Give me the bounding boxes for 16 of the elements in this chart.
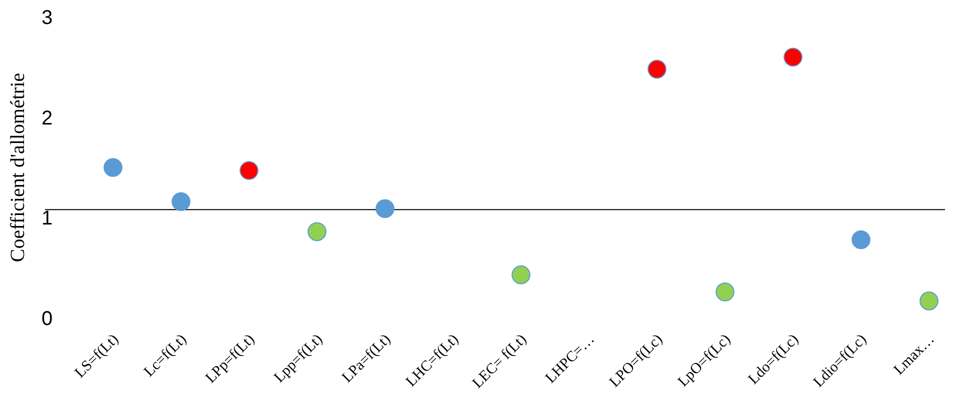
- y-tick-label: 1: [41, 208, 53, 230]
- point: [648, 60, 666, 79]
- point: [376, 199, 394, 218]
- point: [852, 230, 870, 250]
- point: [920, 292, 938, 310]
- point: [308, 222, 326, 242]
- y-axis-title: Coefficient d'allométrie: [7, 72, 29, 262]
- y-tick-label: 3: [41, 7, 53, 29]
- point: [172, 192, 190, 212]
- point: [512, 265, 530, 284]
- point: [104, 158, 122, 177]
- point: [784, 48, 802, 67]
- point: [716, 282, 734, 302]
- point: [240, 161, 258, 180]
- y-tick-label: 2: [41, 107, 53, 130]
- y-tick-label: 0: [41, 308, 53, 330]
